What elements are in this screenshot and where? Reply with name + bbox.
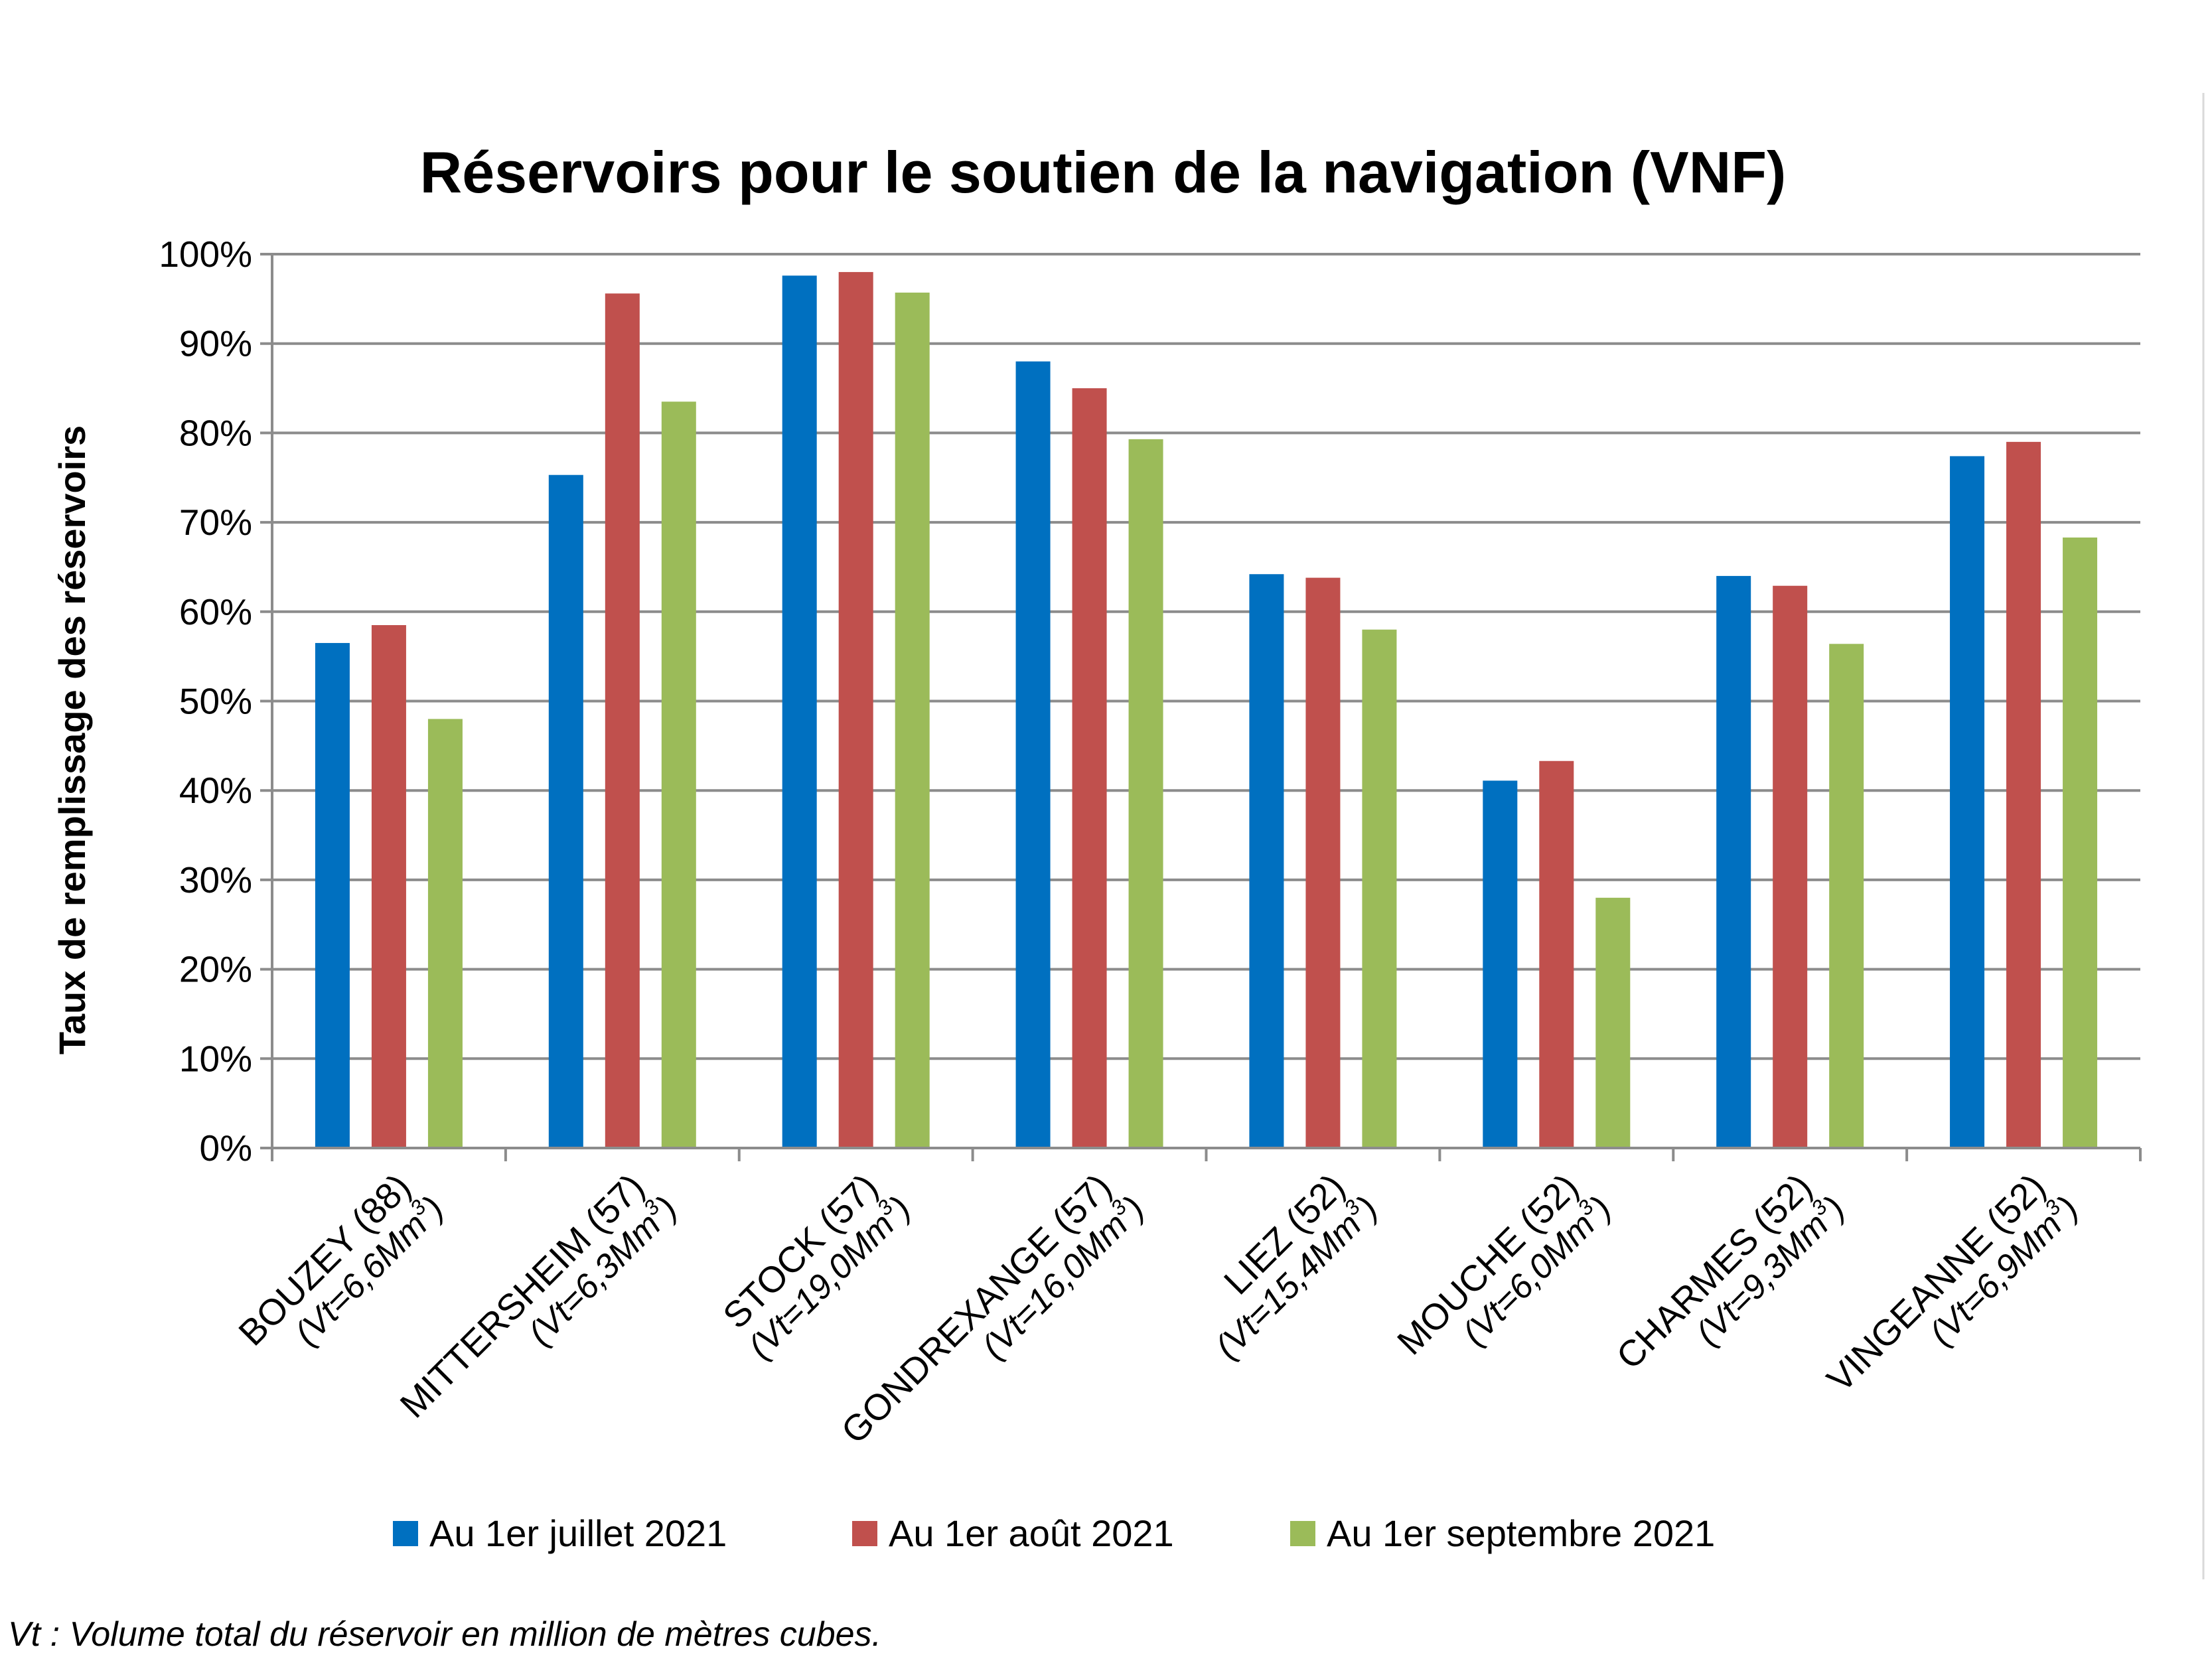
bar [1483, 780, 1518, 1148]
y-tick-label: 30% [179, 859, 252, 901]
y-tick-label: 10% [179, 1038, 252, 1079]
bar [371, 625, 406, 1148]
bar [2006, 441, 2041, 1148]
legend-label: Au 1er août 2021 [889, 1512, 1174, 1554]
footnote: Vt : Volume total du réservoir en millio… [8, 1615, 881, 1654]
y-tick-label: 20% [179, 949, 252, 990]
y-tick-label: 100% [159, 234, 252, 275]
axes [271, 254, 2142, 1161]
bar [315, 642, 350, 1148]
bar [1128, 439, 1163, 1148]
bar [1249, 574, 1284, 1148]
category-label: STOCK (57)(Vt=19,0Mm3) [715, 1166, 919, 1366]
bar [782, 275, 817, 1148]
category-label: VINGEANNE (52)(Vt=6,9Mm3) [1819, 1166, 2086, 1400]
category-label: BOUZEY (88)(Vt=6,6Mm3) [230, 1166, 451, 1354]
bars [315, 271, 2098, 1149]
y-axis-label: Taux de remplissage des réservoirs [51, 425, 93, 1054]
legend: Au 1er juillet 2021 Au 1er août 2021 Au 1e… [393, 1512, 1715, 1554]
bar [661, 401, 696, 1148]
bar [1595, 897, 1631, 1148]
category-label: CHARMES (52)(Vt=9,3Mm3) [1608, 1166, 1852, 1377]
legend-swatch [393, 1521, 418, 1546]
legend-label: Au 1er septembre 2021 [1327, 1512, 1715, 1554]
bar [548, 474, 583, 1148]
category-label: LIEZ (52)(Vt=15,4Mm3) [1208, 1166, 1385, 1366]
bar [2063, 537, 2098, 1148]
y-tick-label: 60% [179, 591, 252, 632]
bar [605, 293, 640, 1148]
bar [427, 719, 463, 1148]
legend-swatch [1290, 1521, 1315, 1546]
bar [1015, 361, 1051, 1148]
legend-swatch [852, 1521, 877, 1546]
bar [1362, 629, 1397, 1148]
y-tick-label: 80% [179, 412, 252, 453]
bar [1773, 585, 1808, 1148]
y-tick-label: 40% [179, 770, 252, 811]
bar [895, 292, 930, 1148]
category-labels: BOUZEY (88)(Vt=6,6Mm3)MITTERSHEIM (57)(V… [230, 1166, 2086, 1452]
bar [838, 271, 873, 1149]
legend-label: Au 1er juillet 2021 [429, 1512, 727, 1554]
bar [1072, 388, 1107, 1148]
bar [1829, 644, 1864, 1148]
y-tick-label: 50% [179, 681, 252, 722]
y-tick-label: 0% [200, 1127, 253, 1169]
y-tick-labels: 0% 10% 20% 30% 40% 50% 60% 70% 80% 90% 100% [159, 234, 252, 1169]
category-label: MOUCHE (52)(Vt=6,0Mm3) [1389, 1166, 1619, 1363]
bar [1950, 456, 1985, 1148]
y-tick-label: 70% [179, 502, 252, 543]
bar [1305, 577, 1341, 1148]
y-tick-label: 90% [179, 323, 252, 364]
bar [1716, 575, 1751, 1148]
chart-title: Réservoirs pour le soutien de la navigat… [420, 139, 1787, 205]
gridlines [260, 253, 2140, 1149]
bar [1539, 760, 1574, 1148]
